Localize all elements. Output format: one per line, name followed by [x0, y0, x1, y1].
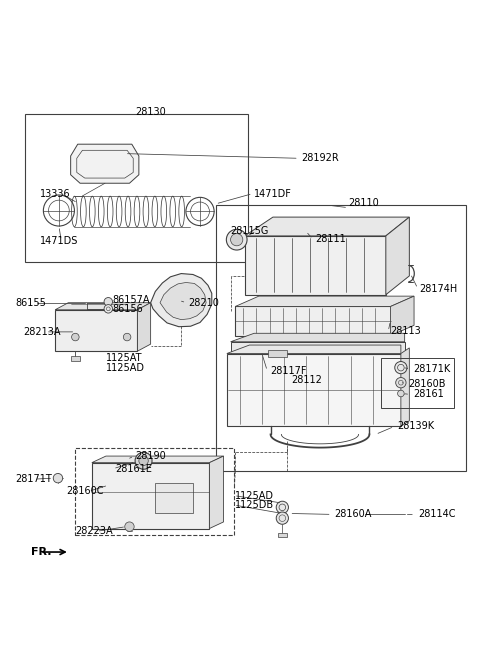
Text: 28113: 28113	[391, 327, 421, 337]
Text: 86155: 86155	[15, 298, 46, 308]
Circle shape	[123, 333, 131, 341]
Text: 28192R: 28192R	[301, 153, 339, 163]
Polygon shape	[401, 348, 409, 426]
Circle shape	[104, 305, 112, 313]
Polygon shape	[391, 296, 414, 336]
Polygon shape	[55, 303, 151, 310]
Polygon shape	[92, 456, 224, 463]
Text: 28160A: 28160A	[334, 510, 372, 519]
Text: 28130: 28130	[135, 108, 166, 117]
Text: 13336: 13336	[40, 189, 71, 199]
Polygon shape	[209, 456, 224, 529]
Bar	[55, 310, 137, 351]
Text: 28139K: 28139K	[397, 422, 435, 432]
Polygon shape	[245, 217, 409, 236]
Circle shape	[135, 452, 152, 469]
Text: 28160C: 28160C	[66, 486, 104, 496]
Text: 28114C: 28114C	[418, 510, 456, 519]
Polygon shape	[160, 282, 206, 319]
Bar	[278, 533, 287, 537]
Circle shape	[230, 234, 243, 246]
Polygon shape	[137, 303, 151, 351]
Text: 28171T: 28171T	[15, 474, 52, 484]
Text: 28213A: 28213A	[24, 327, 61, 337]
Polygon shape	[151, 273, 212, 327]
Circle shape	[104, 298, 112, 306]
Circle shape	[276, 512, 288, 524]
Bar	[75, 447, 234, 535]
Text: 1471DF: 1471DF	[254, 189, 292, 199]
Circle shape	[125, 522, 134, 531]
Bar	[235, 306, 391, 336]
Polygon shape	[230, 333, 405, 342]
Polygon shape	[227, 345, 401, 354]
Circle shape	[72, 333, 79, 341]
Text: 28174H: 28174H	[420, 284, 458, 294]
Bar	[24, 114, 248, 262]
Circle shape	[396, 378, 406, 388]
Bar	[227, 354, 401, 426]
Text: 28160B: 28160B	[408, 379, 446, 389]
Text: 28210: 28210	[188, 298, 219, 308]
Bar	[230, 342, 405, 354]
Bar	[245, 236, 386, 295]
Text: 28117F: 28117F	[271, 366, 307, 376]
Text: 28190: 28190	[135, 451, 167, 461]
Text: 1125AT: 1125AT	[106, 353, 143, 363]
Text: 1125AD: 1125AD	[235, 490, 274, 500]
Circle shape	[395, 362, 407, 374]
Text: 28110: 28110	[348, 198, 379, 208]
Circle shape	[397, 390, 404, 397]
Text: 1471DS: 1471DS	[40, 236, 78, 246]
Circle shape	[227, 229, 247, 250]
Text: 1125DB: 1125DB	[235, 500, 275, 510]
Bar	[216, 205, 466, 471]
Text: 86157A: 86157A	[112, 295, 150, 305]
Circle shape	[276, 501, 288, 513]
Bar	[156, 483, 193, 513]
Circle shape	[139, 456, 148, 465]
Polygon shape	[71, 144, 139, 183]
Polygon shape	[386, 217, 409, 295]
Bar	[92, 463, 209, 529]
Circle shape	[53, 473, 63, 483]
Text: 1125AD: 1125AD	[106, 362, 145, 373]
Text: 28171K: 28171K	[413, 364, 450, 374]
Text: 28115G: 28115G	[230, 226, 269, 236]
Text: 28111: 28111	[315, 234, 346, 244]
Text: 86156: 86156	[112, 304, 143, 314]
Text: 28161E: 28161E	[115, 464, 152, 474]
Text: FR.: FR.	[31, 547, 51, 557]
Bar	[71, 356, 80, 360]
Text: 28112: 28112	[292, 376, 323, 385]
Text: 28161: 28161	[413, 389, 444, 399]
Polygon shape	[235, 296, 414, 306]
Bar	[381, 358, 454, 408]
Text: 28223A: 28223A	[75, 526, 113, 537]
Bar	[228, 236, 235, 243]
Bar	[268, 350, 287, 357]
